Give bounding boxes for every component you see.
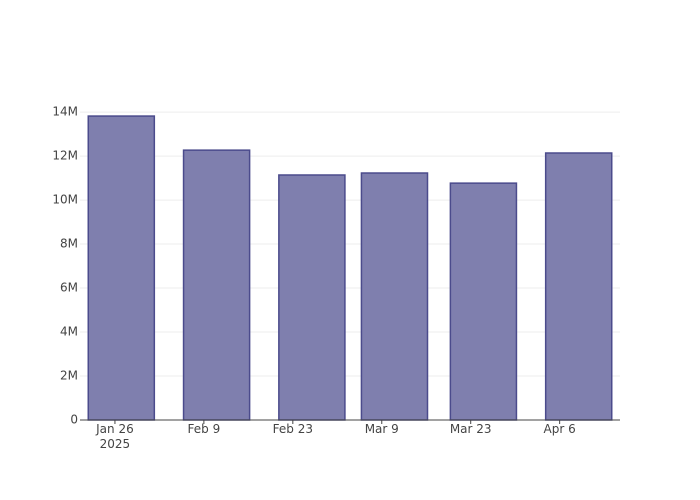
- y-tick-label: 14M: [52, 105, 78, 119]
- bar: [449, 182, 518, 421]
- y-tick-label: 0: [70, 413, 78, 427]
- x-tick-label: Feb 23: [272, 422, 313, 436]
- y-tick-label: 10M: [52, 193, 78, 207]
- x-tick-label: Mar 23: [449, 422, 492, 436]
- x-tick-label: Apr 6: [543, 422, 576, 436]
- y-tick-label: 12M: [52, 149, 78, 163]
- x-tick-label: Mar 9: [364, 422, 399, 436]
- x-tick-label: Feb 9: [187, 422, 221, 436]
- bar: [544, 152, 613, 421]
- x-tick-label: Jan 26 2025: [96, 422, 134, 451]
- y-tick-label: 8M: [60, 237, 78, 251]
- bar: [360, 172, 429, 421]
- y-tick-label: 6M: [60, 281, 78, 295]
- bar: [278, 174, 346, 421]
- bar: [87, 115, 156, 421]
- y-tick-label: 4M: [60, 325, 78, 339]
- y-tick-label: 2M: [60, 369, 78, 383]
- bar: [182, 149, 251, 421]
